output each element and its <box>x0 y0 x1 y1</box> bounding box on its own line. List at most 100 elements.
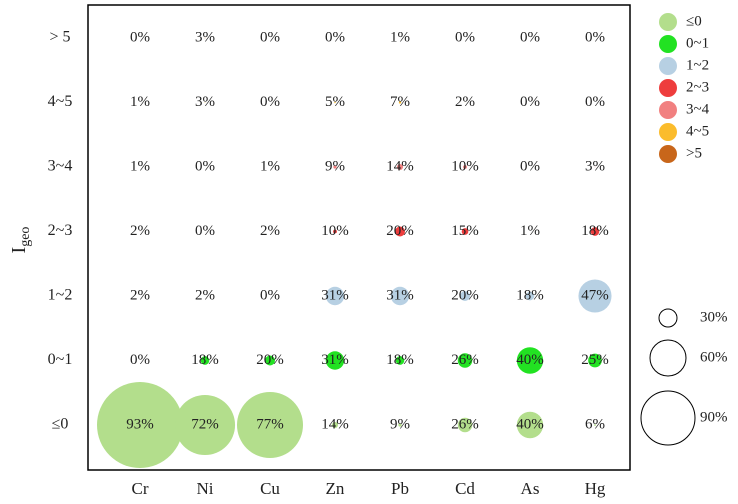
plot-frame <box>87 4 631 471</box>
bubble <box>334 101 336 104</box>
data-label: 5% <box>325 94 345 110</box>
legend-swatch <box>659 123 677 141</box>
data-label: 1% <box>130 94 150 110</box>
data-label: 3% <box>195 94 215 110</box>
legend-swatch <box>659 145 677 163</box>
bubble <box>331 421 339 429</box>
y-axis-label-main: I <box>8 247 30 254</box>
data-label: 0% <box>455 29 475 45</box>
data-label: 0% <box>520 158 540 174</box>
x-tick-label: Ni <box>197 479 214 498</box>
data-label: 2% <box>455 94 475 110</box>
data-label: 20% <box>256 352 284 368</box>
x-tick-label: As <box>521 479 540 498</box>
bubble <box>97 382 183 468</box>
y-tick-label: 1~2 <box>48 287 73 304</box>
bubble <box>457 353 473 368</box>
bubble <box>525 291 535 301</box>
bubble <box>395 356 405 365</box>
data-label: 1% <box>130 158 150 174</box>
data-label: 14% <box>386 158 414 174</box>
bubble <box>578 279 612 313</box>
data-label: 9% <box>390 416 410 432</box>
data-label: 3% <box>585 158 605 174</box>
legend-label: 3~4 <box>686 101 710 117</box>
legend-label: ≤0 <box>686 13 702 29</box>
y-tick-label: ≤0 <box>52 416 69 433</box>
data-label: 47% <box>581 287 609 303</box>
data-label: 31% <box>321 287 349 303</box>
legend-label: >5 <box>686 145 702 161</box>
data-label: 18% <box>386 352 414 368</box>
size-legend-circle <box>640 390 696 446</box>
data-label: 40% <box>516 352 544 368</box>
bubble <box>398 101 402 104</box>
bubble <box>594 166 596 168</box>
size-legend-label: 60% <box>700 349 728 365</box>
y-tick-label: 3~4 <box>48 158 73 175</box>
data-label: 15% <box>451 223 479 239</box>
data-label: 18% <box>516 287 544 303</box>
size-legend-label: 90% <box>700 409 728 425</box>
bubble <box>590 227 600 236</box>
bubble <box>516 411 544 439</box>
data-label: 0% <box>520 94 540 110</box>
bubble <box>394 226 406 237</box>
bubble <box>459 290 471 302</box>
data-label: 0% <box>585 94 605 110</box>
bubble <box>174 394 236 456</box>
y-tick-label: 0~1 <box>48 351 73 368</box>
bubble <box>333 165 337 169</box>
data-label: 40% <box>516 416 544 432</box>
data-label: 2% <box>195 287 215 303</box>
data-label: 31% <box>321 352 349 368</box>
data-label: 2% <box>260 223 280 239</box>
size-legend-label: 30% <box>700 309 728 325</box>
bubble <box>396 163 404 171</box>
data-label: 10% <box>451 158 479 174</box>
legend-swatch <box>659 35 677 53</box>
size-legend-circle <box>658 308 678 328</box>
legend-label: 0~1 <box>686 35 709 51</box>
bubble <box>463 165 467 169</box>
data-label: 72% <box>191 416 219 432</box>
x-tick-label: Cu <box>260 479 280 498</box>
y-axis-label: Igeo <box>8 227 34 254</box>
data-label: 0% <box>325 29 345 45</box>
bubble <box>516 347 544 374</box>
y-tick-label: > 5 <box>49 29 70 46</box>
data-label: 77% <box>256 416 284 432</box>
legend-swatch <box>659 101 677 119</box>
data-label: 3% <box>195 29 215 45</box>
data-label: 1% <box>260 158 280 174</box>
data-label: 0% <box>260 94 280 110</box>
bubble <box>264 355 276 366</box>
data-label: 2% <box>130 223 150 239</box>
data-label: 6% <box>585 416 605 432</box>
data-label: 0% <box>260 29 280 45</box>
data-label: 93% <box>126 416 154 432</box>
data-label: 20% <box>451 287 479 303</box>
bubble <box>390 286 410 306</box>
data-label: 0% <box>130 29 150 45</box>
x-tick-label: Cr <box>132 479 149 498</box>
y-tick-label: 2~3 <box>48 222 73 239</box>
data-label: 25% <box>581 352 609 368</box>
data-label: 7% <box>390 94 410 110</box>
bubble <box>200 356 210 365</box>
data-label: 0% <box>520 29 540 45</box>
data-label: 0% <box>585 29 605 45</box>
bubble <box>333 229 337 234</box>
data-label: 0% <box>195 158 215 174</box>
y-tick-label: 4~5 <box>48 93 73 110</box>
data-label: 31% <box>386 287 414 303</box>
bubble <box>398 423 402 427</box>
bubble <box>204 37 206 39</box>
data-label: 18% <box>191 352 219 368</box>
x-tick-label: Zn <box>326 479 345 498</box>
bubble <box>325 351 345 370</box>
bubble <box>461 228 469 235</box>
data-label: 0% <box>195 223 215 239</box>
data-label: 1% <box>390 29 410 45</box>
